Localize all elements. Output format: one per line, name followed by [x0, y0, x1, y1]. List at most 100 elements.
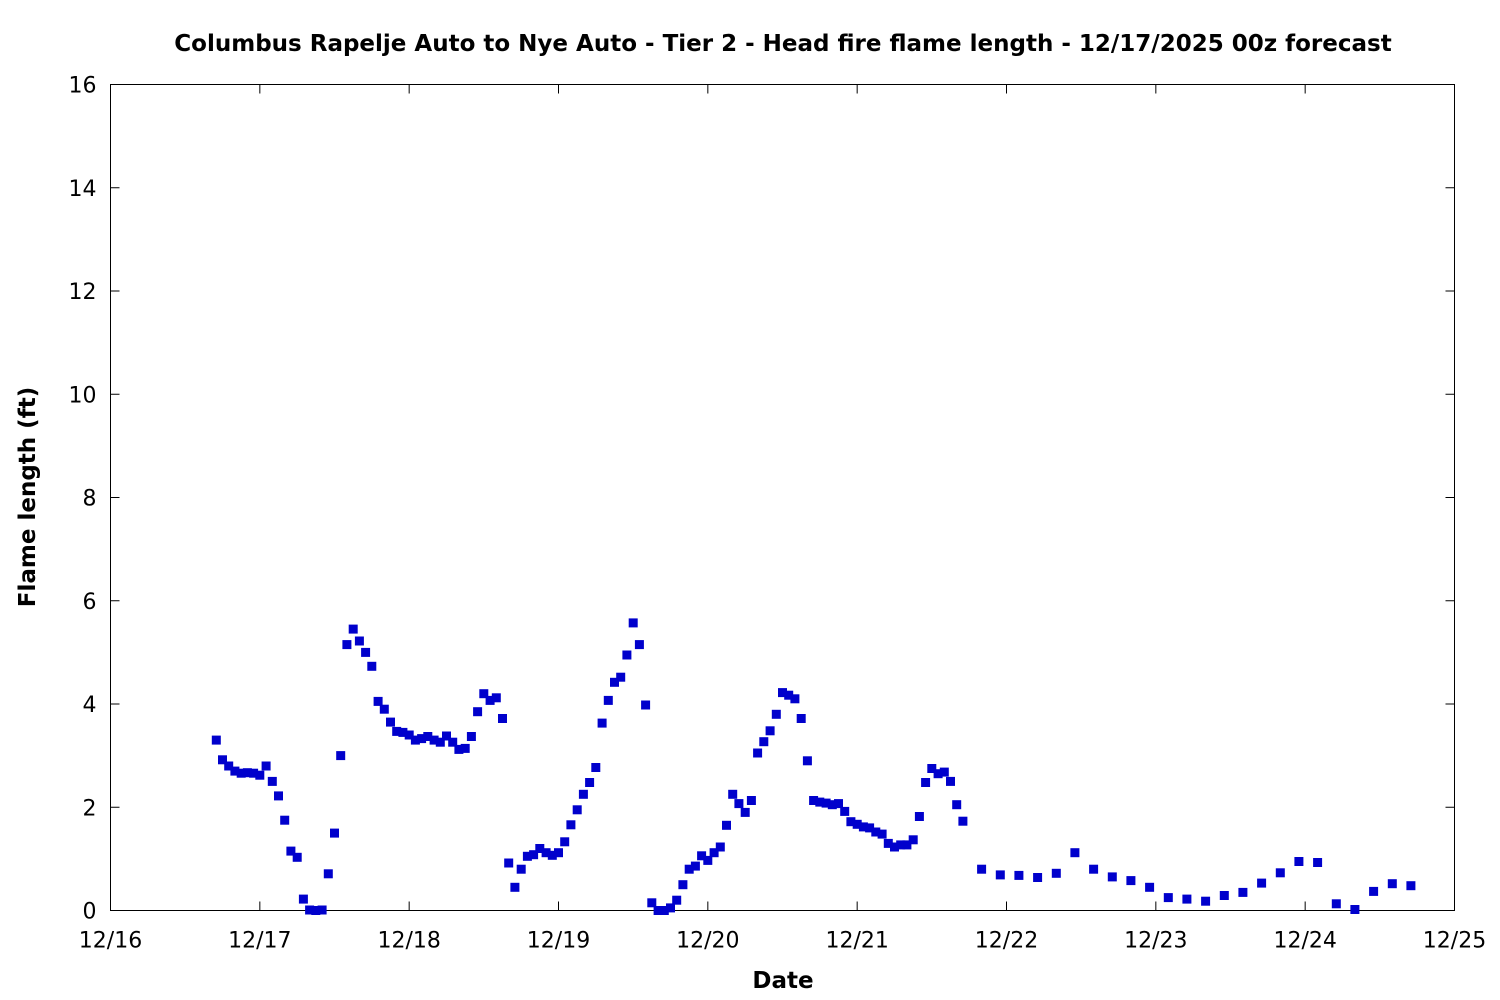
data-point: [1294, 857, 1304, 866]
data-point: [616, 672, 626, 682]
data-point: [585, 778, 595, 787]
x-axis: 12/16 12/17 12/18 12/19 12/20 12/21 12/22 12/23…: [79, 84, 1486, 954]
data-point: [361, 647, 371, 657]
data-point: [448, 737, 458, 747]
data-point: [466, 732, 476, 741]
data-point: [454, 744, 464, 754]
data-point: [547, 850, 557, 860]
data-point: [230, 766, 240, 776]
data-point: [715, 842, 725, 852]
data-point: [498, 714, 507, 723]
data-point: [1107, 872, 1117, 882]
data-point: [1350, 905, 1360, 914]
data-point: [1257, 878, 1267, 888]
data-point: [261, 761, 271, 771]
data-point: [628, 618, 638, 628]
data-point: [1219, 891, 1229, 900]
y-tick-label: 4: [83, 693, 97, 718]
x-tick-label: 12/17: [228, 929, 291, 954]
data-point: [740, 807, 750, 817]
data-point: [933, 769, 943, 779]
data-point: [1406, 881, 1416, 891]
data-point: [883, 838, 893, 848]
data-point: [709, 848, 719, 858]
data-point: [952, 800, 962, 810]
data-point: [722, 820, 731, 830]
data-point: [815, 797, 825, 807]
data-point: [311, 906, 321, 915]
data-point: [242, 768, 252, 778]
x-tick-label: 12/23: [1124, 929, 1187, 954]
data-point: [902, 840, 912, 850]
data-point: [977, 864, 987, 874]
data-point: [1126, 876, 1136, 886]
y-tick-label: 6: [83, 590, 97, 615]
x-tick-label: 12/22: [975, 929, 1038, 954]
data-point: [809, 796, 819, 805]
data-point: [1201, 896, 1211, 906]
data-point: [473, 707, 483, 717]
data-point: [541, 848, 551, 858]
data-point: [834, 799, 843, 809]
data-point: [479, 689, 489, 699]
data-points: [211, 618, 1416, 915]
x-axis-label: Date: [752, 968, 813, 994]
data-point: [939, 767, 949, 777]
x-tick-label: 12/16: [79, 929, 142, 954]
data-point: [846, 817, 856, 827]
data-point: [386, 717, 395, 727]
data-point: [423, 732, 433, 741]
data-point: [554, 848, 563, 858]
data-point: [1313, 858, 1323, 867]
data-point: [827, 800, 837, 810]
y-tick-label: 10: [69, 383, 97, 408]
data-point: [249, 768, 259, 778]
data-point: [566, 820, 576, 830]
data-point: [728, 789, 738, 799]
data-point: [267, 776, 277, 786]
x-tick-label: 12/21: [825, 929, 888, 954]
y-tick-label: 8: [83, 487, 97, 512]
data-point: [392, 726, 402, 736]
data-point: [647, 898, 657, 908]
data-point: [367, 661, 377, 671]
x-tick-label: 12/24: [1273, 929, 1336, 954]
y-tick-label: 14: [69, 177, 97, 202]
plot-frame: [110, 84, 1455, 911]
data-point: [354, 636, 364, 646]
data-point: [529, 850, 539, 860]
data-point: [765, 726, 775, 736]
data-point: [504, 858, 514, 868]
data-point: [379, 704, 389, 714]
data-point: [348, 624, 358, 634]
data-point: [485, 695, 495, 705]
data-point: [852, 819, 862, 829]
y-tick-label: 0: [83, 900, 97, 925]
data-point: [317, 905, 327, 915]
x-tick-label: 12/25: [1423, 929, 1486, 954]
data-point: [678, 880, 688, 890]
data-point: [734, 799, 744, 809]
data-point: [224, 761, 234, 771]
data-point: [659, 906, 669, 915]
data-point: [330, 828, 339, 838]
data-point: [908, 835, 918, 845]
data-point: [865, 823, 875, 833]
y-axis: 0 2 4 6 8 10 12 14 16: [69, 74, 1455, 925]
data-point: [1387, 879, 1397, 889]
data-point: [995, 870, 1005, 880]
data-point: [398, 727, 408, 737]
data-point: [672, 895, 682, 905]
data-point: [292, 852, 302, 862]
data-point: [871, 827, 881, 837]
data-point: [280, 815, 290, 825]
data-point: [753, 748, 763, 758]
data-point: [460, 743, 470, 753]
x-tick-label: 12/20: [676, 929, 739, 954]
data-point: [560, 837, 570, 847]
data-point: [858, 822, 868, 832]
data-point: [896, 840, 906, 850]
data-point: [373, 696, 383, 706]
y-tick-label: 2: [83, 796, 97, 821]
